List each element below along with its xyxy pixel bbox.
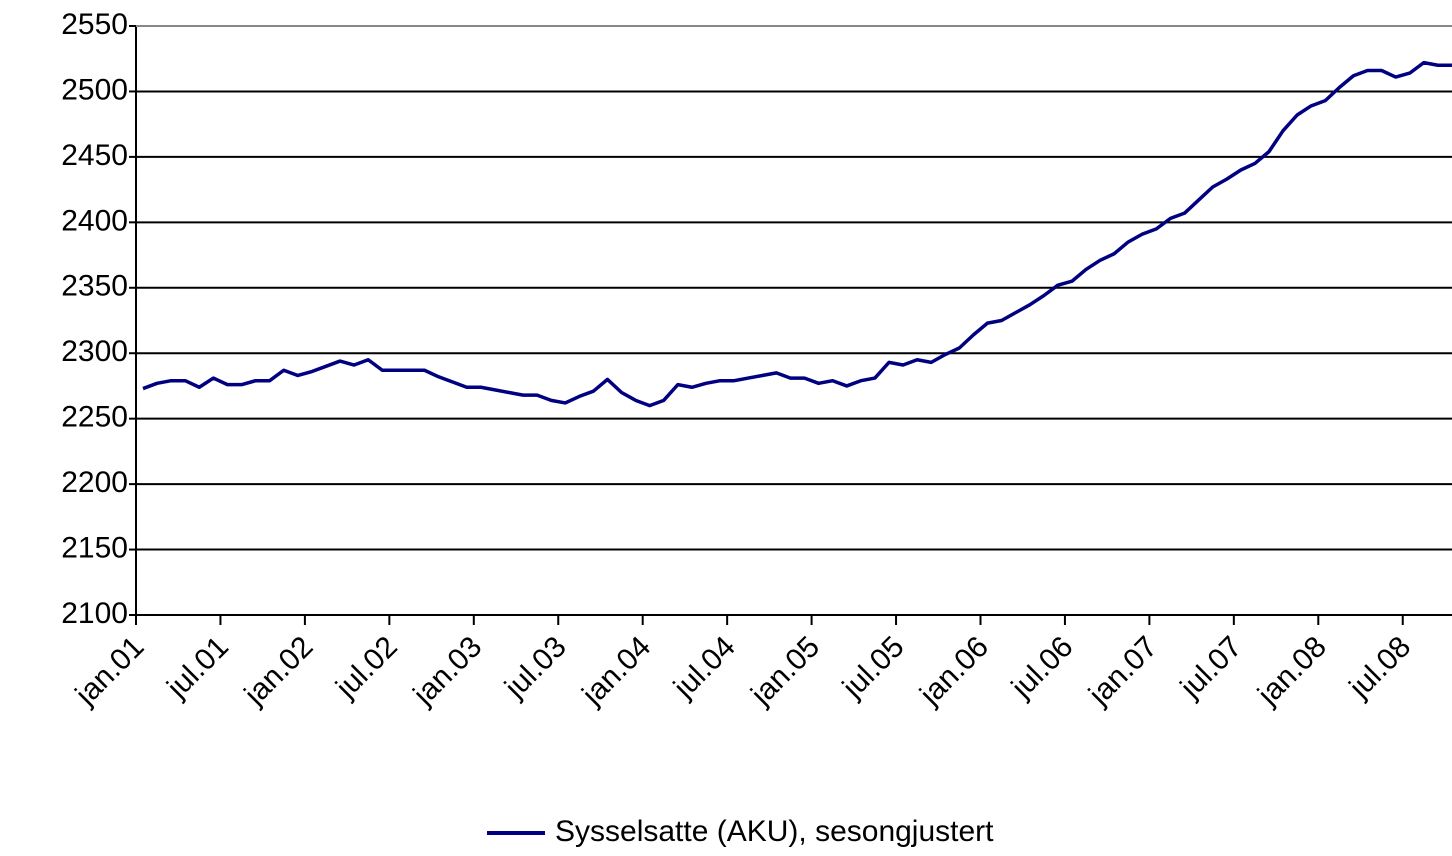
y-tick-label: 2550: [61, 8, 128, 41]
y-tick-label: 2150: [61, 531, 128, 564]
x-tick-label: jul.02: [329, 630, 404, 705]
x-tick-label: jul.01: [160, 630, 235, 705]
x-tick-label: jul.04: [667, 630, 742, 705]
legend-label: Sysselsatte (AKU), sesongjustert: [555, 815, 994, 848]
x-tick-label: jan.02: [238, 630, 320, 712]
x-tick-label: jan.07: [1082, 630, 1164, 712]
data-line: [142, 60, 1452, 408]
x-tick-label: jan.03: [407, 630, 489, 712]
y-tick-label: 2300: [61, 335, 128, 368]
x-tick-label: jan.05: [744, 630, 826, 712]
y-tick-label: 2350: [61, 270, 128, 303]
y-tick-label: 2250: [61, 401, 128, 434]
y-tick-label: 2400: [61, 204, 128, 237]
x-tick-label: jul.08: [1343, 630, 1418, 705]
x-tick-label: jul.03: [498, 630, 573, 705]
y-tick-label: 2450: [61, 139, 128, 172]
y-tick-label: 2100: [61, 597, 128, 630]
x-tick-label: jul.06: [1005, 630, 1080, 705]
x-tick-label: jul.05: [836, 630, 911, 705]
x-tick-label: jan.04: [575, 630, 657, 712]
y-tick-label: 2500: [61, 73, 128, 106]
x-tick-label: jul.07: [1174, 630, 1249, 705]
y-tick-label: 2200: [61, 466, 128, 499]
x-tick-label: jan.06: [913, 630, 995, 712]
x-tick-label: jan.08: [1251, 630, 1333, 712]
x-tick-label: jan.01: [69, 630, 151, 712]
